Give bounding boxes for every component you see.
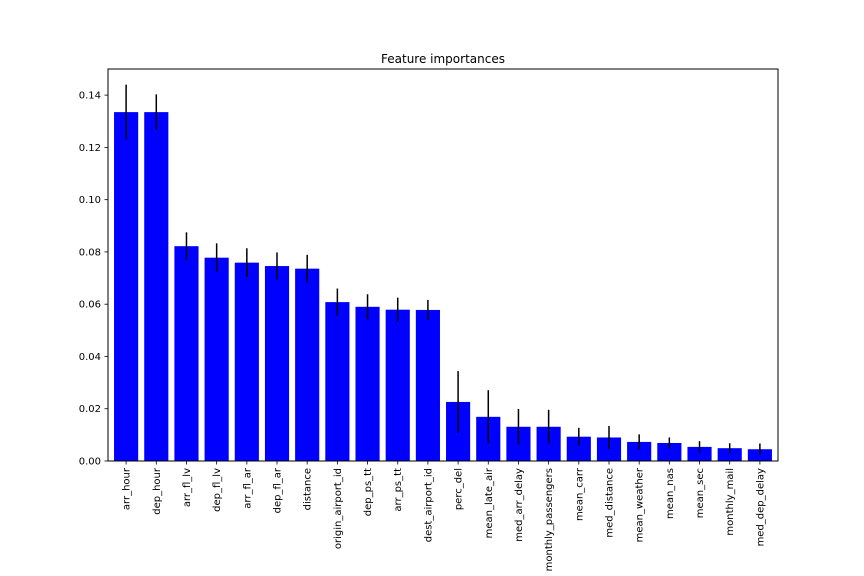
y-tick-label: 0.00 xyxy=(79,457,101,468)
y-axis: 0.00 0.02 0.04 0.06 0.08 0.10 0.12 0.14 xyxy=(79,91,108,468)
x-tick-label: arr_fl_lv xyxy=(182,468,193,507)
x-tick-label: med_distance xyxy=(604,468,615,538)
bar-dest_airport_id xyxy=(415,309,440,461)
chart-title: Feature importances xyxy=(381,52,505,66)
x-tick-label: dep_hour xyxy=(152,467,163,515)
bar-distance xyxy=(295,268,320,461)
x-tick-label: mean_weather xyxy=(635,467,646,542)
x-tick-label: origin_airport_id xyxy=(333,468,344,549)
x-tick-label: arr_fl_ar xyxy=(242,467,253,509)
bar-med_dep_delay xyxy=(747,449,772,461)
bar-med_distance xyxy=(596,437,622,461)
x-tick-label: mean_late_air xyxy=(484,467,495,538)
x-tick-label: mean_carr xyxy=(574,467,585,521)
x-tick-label: med_arr_delay xyxy=(514,468,525,542)
bar-dep_fl_ar xyxy=(264,266,290,461)
x-tick-label: dep_ps_tt xyxy=(363,468,374,516)
bar-dep_ps_tt xyxy=(355,306,380,461)
y-tick-label: 0.12 xyxy=(79,143,101,154)
x-tick-label: monthly_mail xyxy=(725,468,736,536)
x-tick-label: med_dep_delay xyxy=(755,468,766,546)
x-tick-label: mean_nas xyxy=(665,468,676,519)
bar-arr_ps_tt xyxy=(385,309,410,461)
x-tick-label: arr_hour xyxy=(122,467,133,510)
bar-monthly_mail xyxy=(717,448,742,461)
x-tick-label: mean_sec xyxy=(695,468,706,518)
x-tick-label: dep_fl_lv xyxy=(212,468,223,512)
y-tick-label: 0.14 xyxy=(79,91,101,102)
bar-dep_hour xyxy=(144,112,169,462)
bar-arr_fl_ar xyxy=(234,262,259,461)
y-tick-label: 0.02 xyxy=(79,404,101,415)
bars-layer xyxy=(114,112,772,462)
y-tick-label: 0.08 xyxy=(79,247,101,258)
y-tick-label: 0.06 xyxy=(79,300,101,311)
bar-mean_sec xyxy=(687,446,712,461)
y-tick-label: 0.10 xyxy=(79,195,101,206)
plot-area-frame xyxy=(107,68,779,462)
y-tick-label: 0.04 xyxy=(79,352,101,363)
bar-dep_fl_lv xyxy=(204,257,229,461)
x-axis: arr_hour dep_hour arr_fl_lv dep_fl_lv arr_fl… xyxy=(122,461,766,571)
x-tick-label: monthly_passengers xyxy=(544,468,555,571)
bar-mean_nas xyxy=(657,442,682,461)
bar-origin_airport_id xyxy=(325,302,350,461)
errorbar-layer xyxy=(125,84,761,455)
bar-arr_fl_lv xyxy=(174,246,199,461)
x-tick-label: perc_del xyxy=(454,468,465,510)
bar-mean_weather xyxy=(627,441,652,461)
x-tick-label: arr_ps_tt xyxy=(393,468,404,512)
bar-arr_hour xyxy=(114,112,139,462)
x-tick-label: distance xyxy=(303,468,314,510)
x-tick-label: dep_fl_ar xyxy=(273,467,284,513)
x-tick-label: dest_airport_id xyxy=(423,468,434,542)
